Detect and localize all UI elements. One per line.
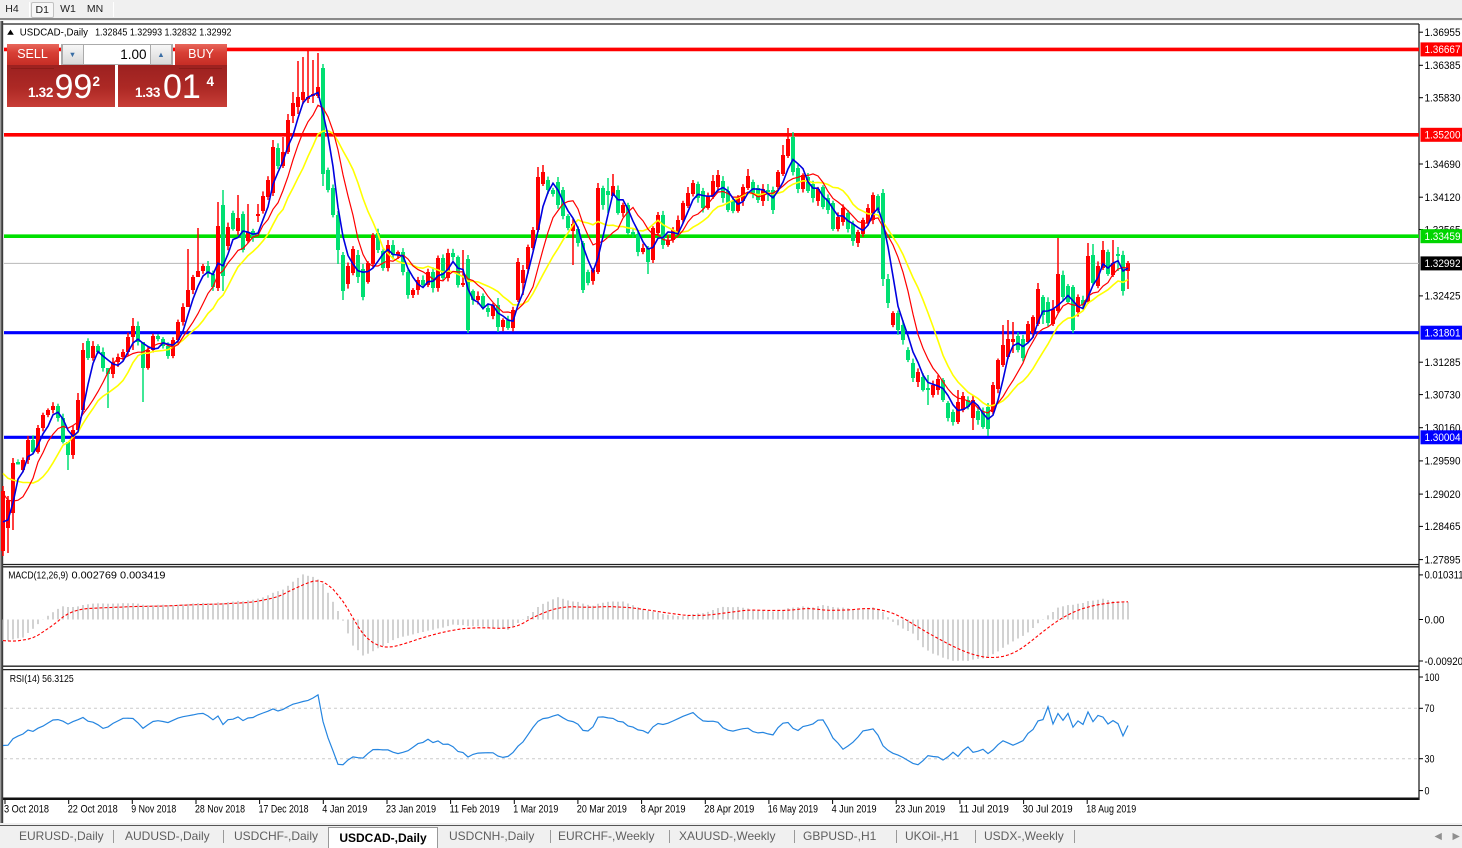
svg-text:1.32845 1.32993 1.32832 1.3299: 1.32845 1.32993 1.32832 1.32992 — [95, 26, 232, 38]
svg-text:1.35200: 1.35200 — [1425, 130, 1461, 142]
svg-text:28 Nov 2018: 28 Nov 2018 — [195, 804, 245, 816]
svg-text:8 Apr 2019: 8 Apr 2019 — [641, 804, 686, 816]
svg-text:0: 0 — [1425, 785, 1430, 797]
svg-text:1.34120: 1.34120 — [1425, 192, 1461, 204]
svg-text:11 Feb 2019: 11 Feb 2019 — [450, 804, 500, 816]
svg-text:20 Mar 2019: 20 Mar 2019 — [577, 804, 627, 816]
svg-text:MACD(12,26,9): MACD(12,26,9) — [8, 569, 68, 581]
svg-text:11 Jul 2019: 11 Jul 2019 — [959, 804, 1009, 816]
svg-text:1.33459: 1.33459 — [1425, 231, 1461, 243]
svg-text:1.27895: 1.27895 — [1425, 554, 1461, 566]
svg-text:1.32425: 1.32425 — [1425, 291, 1461, 303]
svg-text:23 Jun 2019: 23 Jun 2019 — [895, 804, 945, 816]
svg-text:1 Mar 2019: 1 Mar 2019 — [513, 804, 558, 816]
svg-text:1.31801: 1.31801 — [1425, 328, 1461, 340]
svg-text:1.35830: 1.35830 — [1425, 93, 1461, 105]
svg-text:1.29590: 1.29590 — [1425, 456, 1461, 468]
svg-text:1.36667: 1.36667 — [1425, 44, 1461, 56]
svg-text:1.29020: 1.29020 — [1425, 489, 1461, 501]
svg-text:3 Oct 2018: 3 Oct 2018 — [4, 804, 49, 816]
svg-text:18 Aug 2019: 18 Aug 2019 — [1086, 804, 1136, 816]
svg-text:22 Oct 2018: 22 Oct 2018 — [68, 804, 118, 816]
svg-text:USDCAD-,Daily: USDCAD-,Daily — [20, 26, 89, 38]
svg-text:1.30730: 1.30730 — [1425, 389, 1461, 401]
svg-text:1.34690: 1.34690 — [1425, 159, 1461, 171]
svg-text:0.010311: 0.010311 — [1425, 570, 1462, 582]
svg-text:70: 70 — [1425, 703, 1435, 715]
svg-text:1.28465: 1.28465 — [1425, 521, 1461, 533]
svg-text:0.00: 0.00 — [1425, 614, 1445, 626]
svg-text:4 Jan 2019: 4 Jan 2019 — [322, 804, 367, 816]
svg-text:4 Jun 2019: 4 Jun 2019 — [832, 804, 877, 816]
svg-text:30: 30 — [1425, 754, 1435, 766]
svg-text:16 May 2019: 16 May 2019 — [768, 804, 818, 816]
svg-text:RSI(14) 56.3125: RSI(14) 56.3125 — [10, 673, 74, 685]
svg-text:30 Jul 2019: 30 Jul 2019 — [1023, 804, 1073, 816]
svg-text:28 Apr 2019: 28 Apr 2019 — [704, 804, 754, 816]
svg-text:1.36385: 1.36385 — [1425, 60, 1461, 72]
svg-text:17 Dec 2018: 17 Dec 2018 — [259, 804, 309, 816]
svg-text:1.36955: 1.36955 — [1425, 27, 1461, 39]
svg-text:9 Nov 2018: 9 Nov 2018 — [131, 804, 176, 816]
svg-text:-0.009203: -0.009203 — [1425, 656, 1462, 668]
svg-text:1.30004: 1.30004 — [1425, 432, 1461, 444]
svg-text:100: 100 — [1425, 672, 1440, 684]
svg-text:1.32992: 1.32992 — [1425, 258, 1461, 270]
svg-text:23 Jan 2019: 23 Jan 2019 — [386, 804, 436, 816]
svg-text:0.002769 0.003419: 0.002769 0.003419 — [72, 569, 166, 581]
svg-text:1.31285: 1.31285 — [1425, 357, 1461, 369]
